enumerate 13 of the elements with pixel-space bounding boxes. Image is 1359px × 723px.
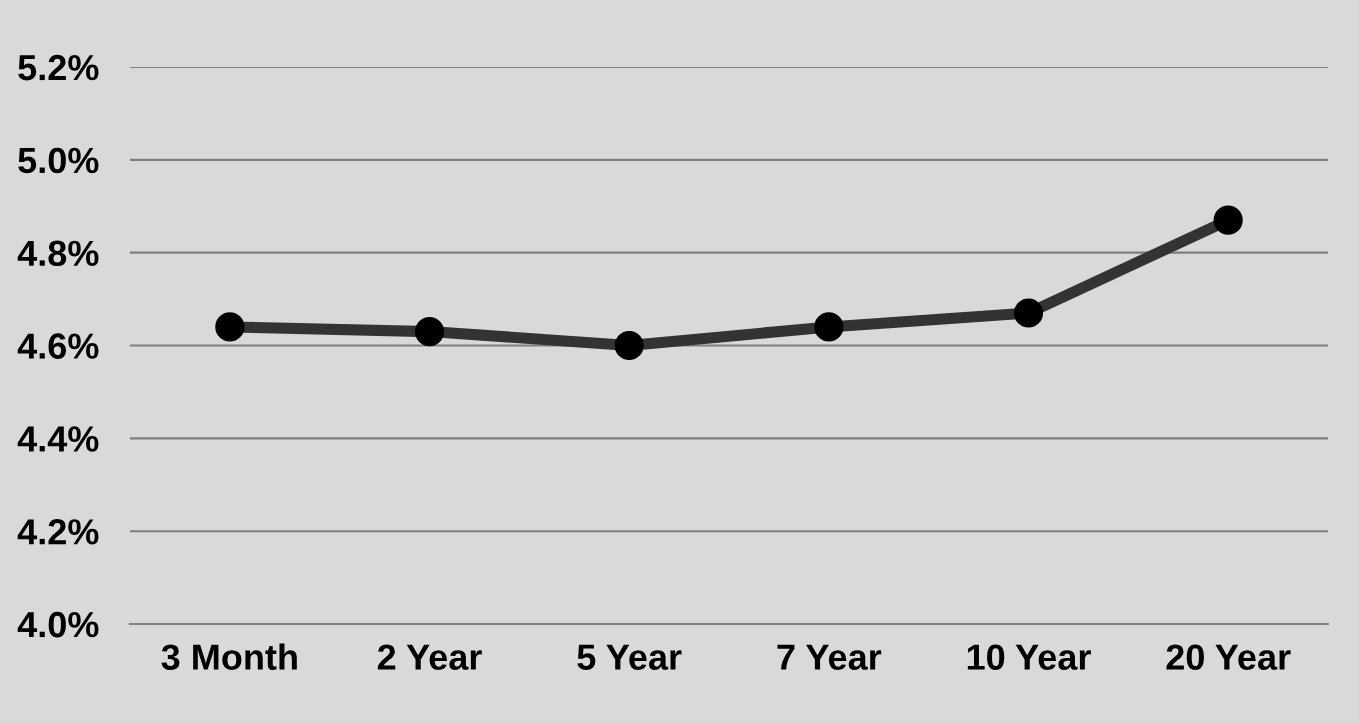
y-tick-label: 4.0% xyxy=(17,611,99,638)
x-tick-label: 7 Year xyxy=(777,644,882,670)
x-tick-label: 5 Year xyxy=(577,644,682,670)
y-tick-label: 4.2% xyxy=(17,519,99,545)
y-tick-label: 5.0% xyxy=(18,147,99,174)
y-tick-label: 4.8% xyxy=(17,240,99,267)
y-tick-label: 4.4% xyxy=(17,426,99,452)
x-tick-label: 20 Year xyxy=(1166,644,1291,670)
x-tick-label: 10 Year xyxy=(967,644,1091,670)
x-tick-label: 3 Month xyxy=(161,643,297,671)
x-tick-label: 2 Year xyxy=(377,644,482,670)
y-tick-label: 4.6% xyxy=(17,333,99,359)
y-tick-label: 5.2% xyxy=(18,54,99,81)
